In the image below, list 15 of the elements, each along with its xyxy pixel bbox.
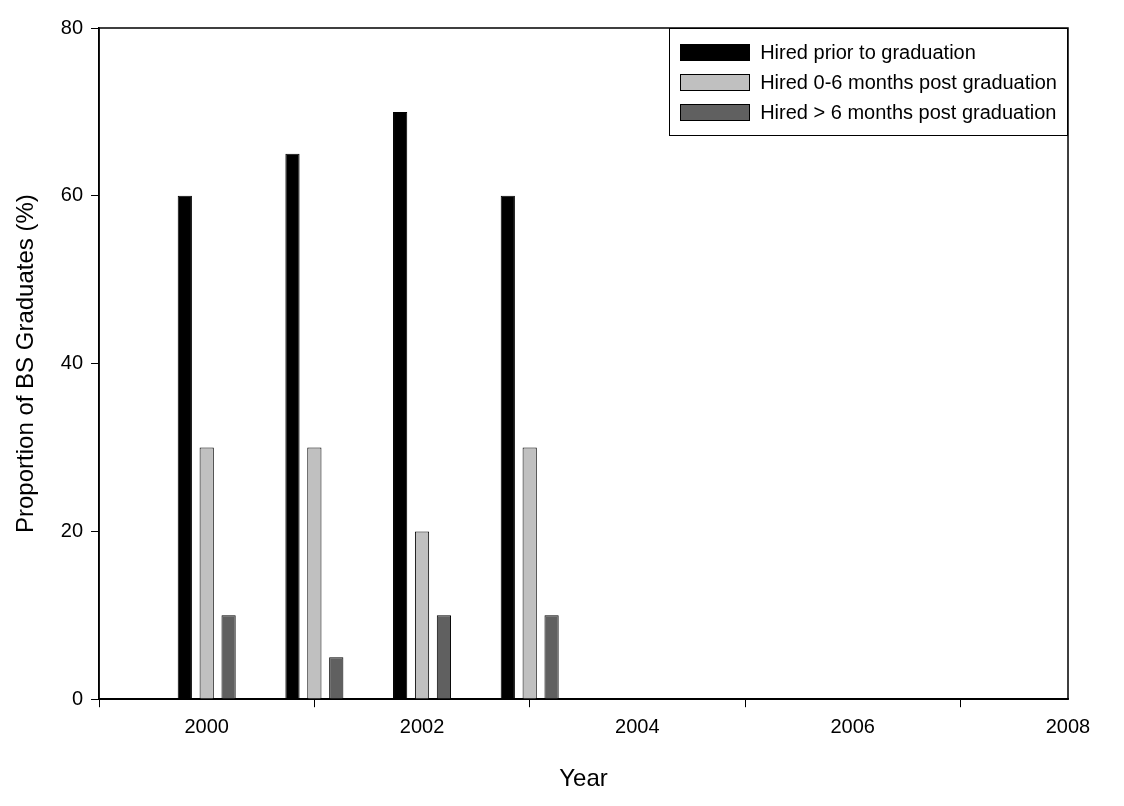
x-tick-label: 2004 <box>615 714 660 737</box>
y-axis-title: Proportion of BS Graduates (%) <box>11 194 39 534</box>
legend-label: Hired > 6 months post graduation <box>760 100 1057 124</box>
x-tick-label: 2002 <box>399 714 445 737</box>
legend-label: Hired prior to graduation <box>760 40 976 64</box>
y-tick-label: 0 <box>71 686 84 709</box>
x-tick-label: 2006 <box>830 714 875 737</box>
y-tick-label: 40 <box>60 351 84 374</box>
x-tick-label: 2000 <box>184 714 229 737</box>
y-tick-label: 80 <box>60 15 84 38</box>
y-tick-label: 20 <box>60 518 84 541</box>
x-tick-label: 2008 <box>1045 714 1091 737</box>
x-axis-title: Year <box>559 764 608 792</box>
legend-label: Hired 0-6 months post graduation <box>760 70 1057 94</box>
y-tick-label: 60 <box>60 183 84 206</box>
